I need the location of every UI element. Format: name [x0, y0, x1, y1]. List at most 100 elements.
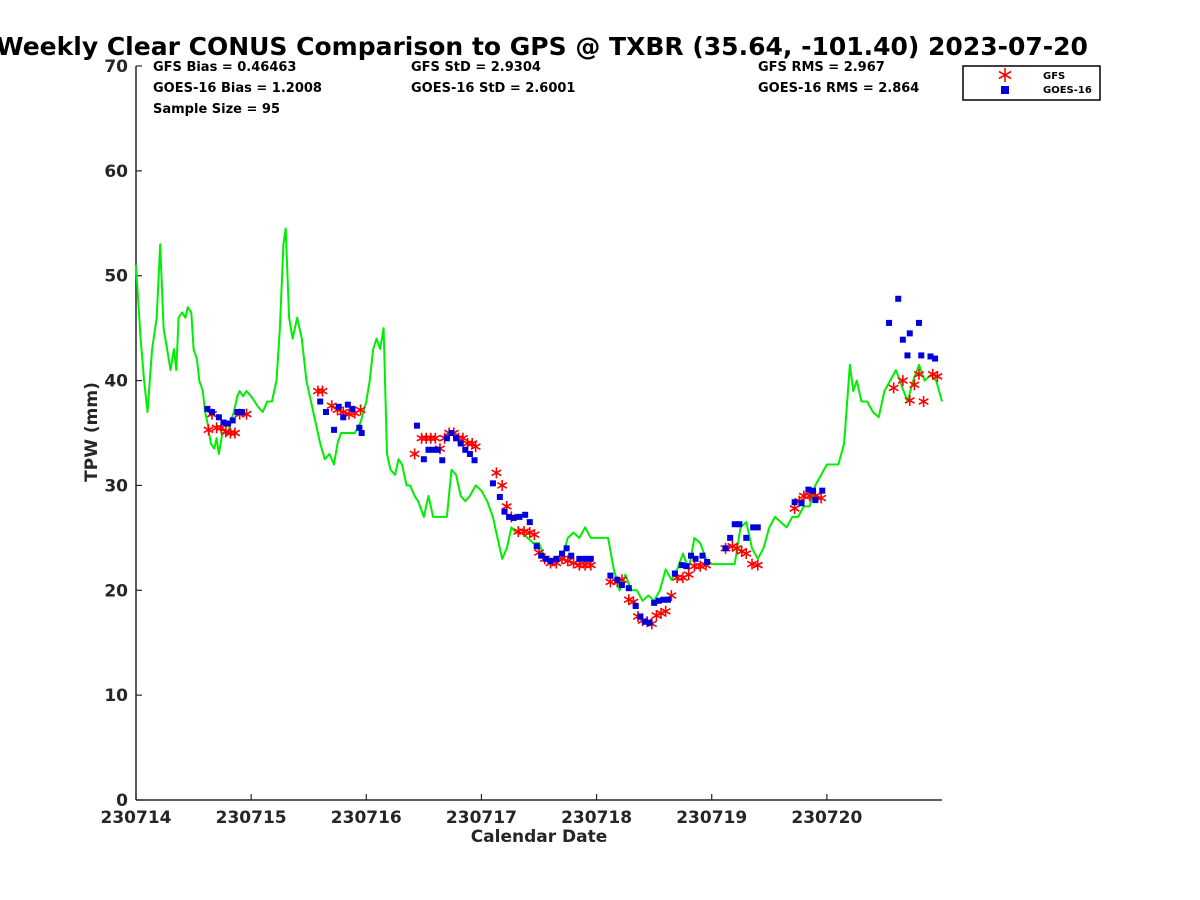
gfs-rms-stat: GFS RMS = 2.967 — [758, 60, 885, 75]
goes-point — [727, 534, 734, 541]
goes-point — [547, 557, 554, 564]
gfs-point — [211, 422, 222, 434]
goes-point — [736, 521, 743, 528]
plot-area: 230714 230715 230716 230717 230718 230719 2307… — [101, 57, 943, 828]
gfs-point — [416, 432, 427, 444]
goes-point — [750, 524, 757, 531]
legend-gfs-asterisk — [998, 68, 1012, 82]
goes-point — [678, 562, 685, 569]
gfs-point — [660, 605, 671, 617]
goes-point — [754, 524, 761, 531]
gfs-point — [420, 432, 432, 444]
legend: GFS GOES-16 — [962, 65, 1101, 101]
goes-point — [522, 511, 529, 518]
goes-point — [238, 409, 245, 416]
goes-point — [671, 570, 678, 577]
goes-bias-stat: GOES-16 Bias = 1.2008 — [153, 81, 322, 96]
goes-point — [607, 572, 614, 579]
series-goes-16 — [204, 295, 939, 626]
goes-point — [496, 493, 503, 500]
goes-point — [344, 401, 351, 408]
goes-point — [533, 543, 540, 550]
goes-point — [587, 555, 594, 562]
goes-point — [683, 563, 690, 570]
stats-block: GFS Bias = 0.46463 GOES-16 Bias = 1.2008… — [153, 60, 919, 117]
goes-point — [457, 440, 464, 447]
gfs-point — [909, 379, 920, 391]
goes-point — [349, 405, 356, 412]
x-tick-label: 230714 — [101, 808, 172, 828]
goes-point — [899, 336, 906, 343]
goes-point — [462, 446, 469, 453]
goes-point — [637, 613, 644, 620]
gfs-point — [355, 404, 366, 416]
goes-point — [356, 424, 363, 431]
goes-point — [466, 450, 473, 457]
goes-point — [501, 508, 508, 515]
goes-rms-stat: GOES-16 RMS = 2.864 — [758, 81, 919, 96]
goes-point — [651, 599, 658, 606]
goes-point — [614, 576, 621, 583]
goes-point — [927, 353, 934, 360]
goes-point — [932, 355, 939, 362]
goes-point — [904, 352, 911, 359]
goes-point — [791, 499, 798, 506]
y-tick-label: 70 — [104, 57, 128, 77]
goes-point — [439, 457, 446, 464]
goes-point — [692, 555, 699, 562]
x-axis-label: Calendar Date — [471, 827, 608, 847]
goes-point — [430, 446, 437, 453]
goes-point — [886, 319, 893, 326]
goes-point — [208, 409, 215, 416]
goes-point — [510, 514, 517, 521]
goes-point — [516, 513, 523, 520]
gfs-std-stat: GFS StD = 2.9304 — [411, 60, 541, 75]
goes-point — [358, 430, 365, 436]
goes-point — [906, 330, 913, 337]
gfs-point — [225, 427, 236, 439]
goes-point — [641, 618, 648, 625]
gfs-point — [409, 448, 420, 460]
gfs-point — [897, 375, 909, 387]
goes-point — [819, 487, 826, 494]
x-tick-label: 230720 — [791, 808, 862, 828]
gfs-point — [904, 394, 915, 406]
goes-point — [915, 319, 922, 326]
goes-point — [215, 414, 222, 421]
y-tick-label: 60 — [104, 162, 128, 182]
y-tick-label: 40 — [104, 372, 128, 392]
goes-point — [655, 597, 662, 604]
goes-point — [731, 521, 738, 528]
legend-goes-label: GOES-16 — [1043, 85, 1092, 96]
goes-point — [743, 534, 750, 541]
goes-point — [798, 500, 805, 507]
goes-point — [234, 409, 241, 416]
goes-point — [453, 435, 460, 442]
x-tick-label: 230715 — [216, 808, 287, 828]
x-tick-label: 230718 — [561, 808, 632, 828]
y-tick-label: 0 — [116, 791, 128, 811]
goes-point — [699, 552, 706, 559]
gfs-point — [932, 370, 943, 382]
goes-point — [704, 558, 711, 565]
gfs-point — [430, 432, 441, 444]
goes-point — [225, 420, 232, 427]
x-tick-label: 230716 — [331, 808, 402, 828]
goes-point — [563, 545, 570, 552]
goes-point — [618, 582, 625, 589]
gfs-point — [888, 382, 899, 394]
goes-point — [204, 405, 211, 412]
goes-point — [895, 295, 902, 302]
goes-point — [625, 585, 632, 592]
goes-point — [340, 414, 347, 421]
gfs-point — [689, 560, 700, 572]
goes-point — [448, 430, 455, 436]
legend-goes-marker — [1001, 86, 1009, 94]
goes-point — [335, 403, 342, 410]
goes-point — [722, 545, 729, 552]
goes-point — [553, 555, 560, 562]
goes-point — [220, 419, 227, 426]
gfs-point — [491, 467, 502, 479]
goes-point — [443, 435, 450, 442]
